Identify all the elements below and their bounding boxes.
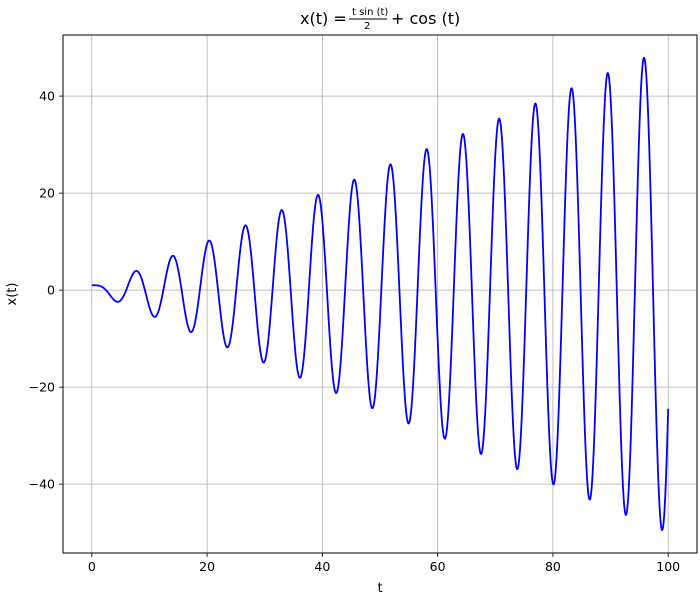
series-lines xyxy=(91,56,670,532)
x-tick-label: 100 xyxy=(656,559,680,574)
x-tick-label: 0 xyxy=(88,559,96,574)
x-tick-label: 80 xyxy=(545,559,561,574)
y-tick-label: 20 xyxy=(39,186,55,201)
title-fraction-denominator: 2 xyxy=(364,21,370,32)
series-line xyxy=(91,56,670,532)
plot-frame xyxy=(62,34,698,554)
axis-ticks: 0 20 40 60 80 100 −40 −20 0 20 40 xyxy=(29,89,681,574)
y-tick-label: −40 xyxy=(29,477,55,492)
y-axis-label: x(t) xyxy=(5,283,20,306)
title-rhs: + cos (t) xyxy=(391,9,460,28)
title-fraction-numerator: t sin (t) xyxy=(352,7,388,18)
x-axis-label: t xyxy=(377,581,382,596)
x-tick-label: 40 xyxy=(314,559,330,574)
y-tick-label: −20 xyxy=(29,380,55,395)
title-lhs: x(t) = xyxy=(300,9,347,28)
x-tick-label: 20 xyxy=(199,559,215,574)
grid-lines xyxy=(63,35,697,553)
y-tick-label: 0 xyxy=(47,283,55,298)
y-tick-label: 40 xyxy=(39,89,55,104)
chart-title: x(t) = t sin (t) 2 + cos (t) xyxy=(300,7,460,32)
x-tick-label: 60 xyxy=(430,559,446,574)
